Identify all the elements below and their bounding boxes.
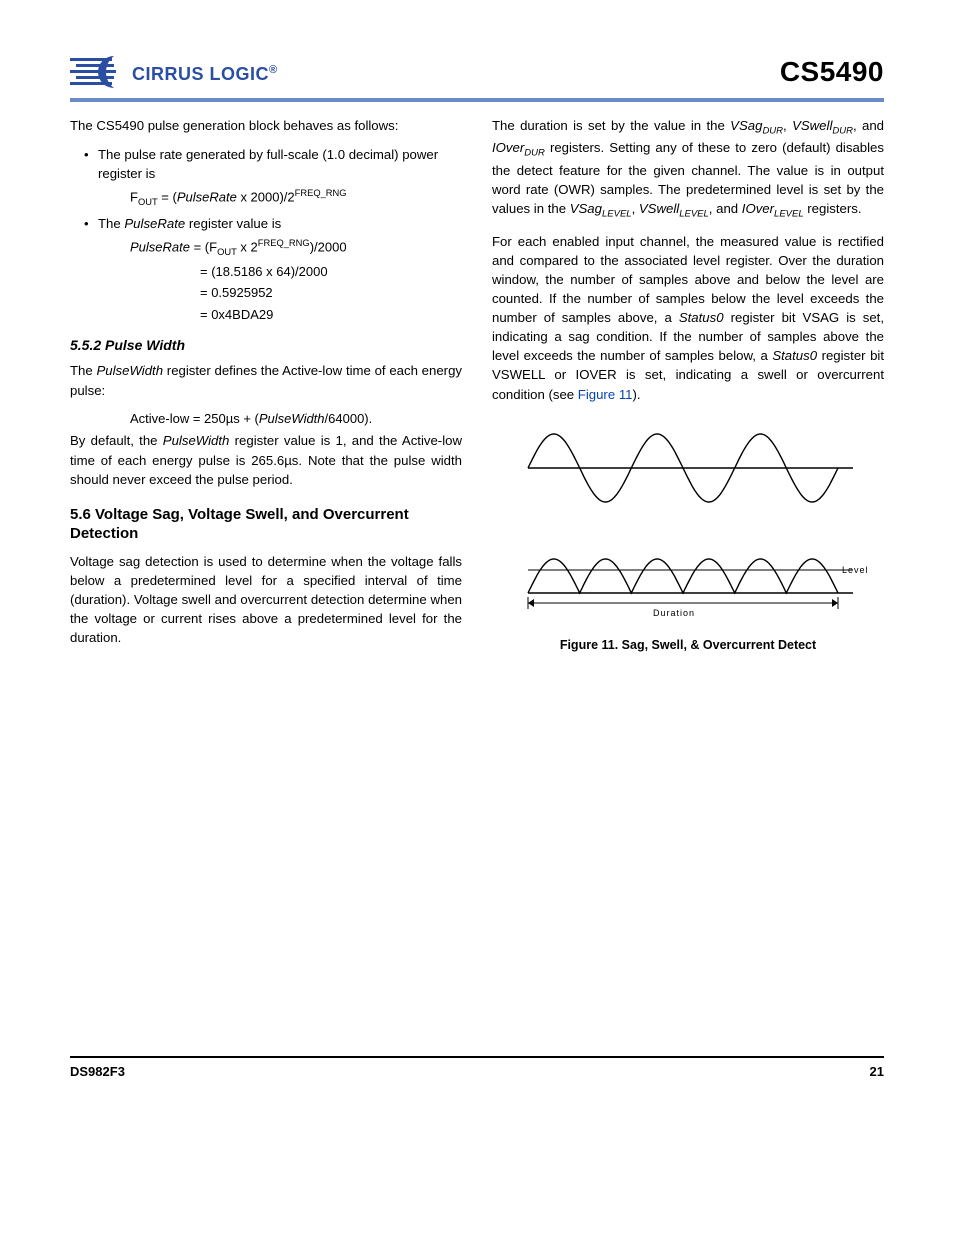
formula-fout: FOUT = (PulseRate x 2000)/2FREQ_RNG [130, 187, 462, 209]
body-columns: The CS5490 pulse generation block behave… [70, 116, 884, 656]
p56-1: Voltage sag detection is used to determi… [70, 552, 462, 648]
formula-pulserate: PulseRate = (FOUT x 2FREQ_RNG)/2000 [130, 237, 462, 259]
page-footer: DS982F3 21 [70, 1064, 884, 1079]
p56-2: The duration is set by the value in the … [492, 116, 884, 222]
svg-text:Level: Level [842, 565, 868, 575]
intro-text: The CS5490 pulse generation block behave… [70, 116, 462, 135]
footer-rule [70, 1056, 884, 1058]
footer-page-number: 21 [870, 1064, 884, 1079]
part-number: CS5490 [780, 56, 884, 88]
bullet-1: • The pulse rate generated by full-scale… [84, 145, 462, 183]
formula-activelow: Active-low = 250µs + (PulseWidth/64000). [130, 410, 462, 429]
p552-2: By default, the PulseWidth register valu… [70, 431, 462, 488]
figure-11-caption: Figure 11. Sag, Swell, & Overcurrent Det… [492, 636, 884, 654]
bullet-2: • The PulseRate register value is [84, 214, 462, 233]
company-logo: CIRRUS LOGIC® [70, 52, 300, 92]
formula-line2: = (18.5186 x 64)/2000 [200, 263, 462, 282]
footer-docid: DS982F3 [70, 1064, 125, 1079]
page-header: CIRRUS LOGIC® CS5490 [70, 52, 884, 92]
formula-line3: = 0.5925952 [200, 284, 462, 303]
logo-text: CIRRUS LOGIC® [132, 64, 278, 84]
heading-56: 5.6 Voltage Sag, Voltage Swell, and Over… [70, 505, 462, 544]
p56-3: For each enabled input channel, the meas… [492, 232, 884, 404]
header-rule [70, 98, 884, 102]
formula-line4: = 0x4BDA29 [200, 306, 462, 325]
svg-text:Duration: Duration [653, 608, 695, 618]
figure-11-svg: Level Duration [508, 418, 868, 628]
figure-11: Level Duration Figure 11. Sag, Swell, & O… [492, 418, 884, 654]
cirrus-logic-logo-icon: CIRRUS LOGIC® [70, 52, 300, 92]
heading-552: 5.5.2 Pulse Width [70, 335, 462, 355]
p552-1: The PulseWidth register defines the Acti… [70, 361, 462, 399]
figure-11-link[interactable]: Figure 11 [578, 387, 633, 402]
